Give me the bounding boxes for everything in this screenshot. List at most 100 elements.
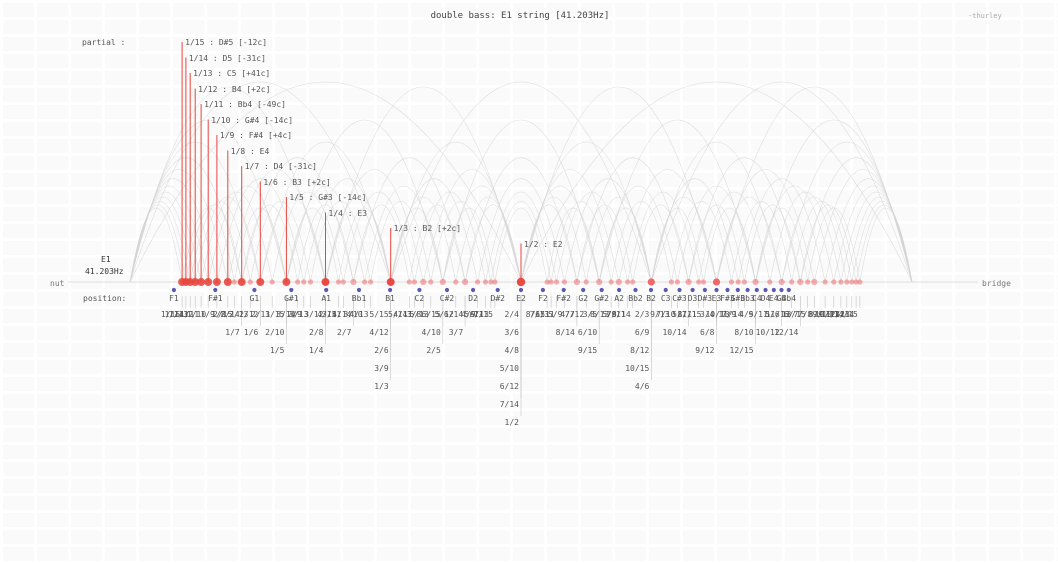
note-position-label: Bb4 [781,294,797,303]
harmonic-arc [731,200,792,283]
ratio-label: 9/12 [695,346,715,355]
node-dot [700,279,707,285]
ratio-label: 1/7 [225,328,240,337]
harmonic-arc [688,157,801,283]
ratio-label: 11/13 [765,310,790,319]
ratio-label: 12/13 [825,310,850,319]
note-position-label: C4 [752,294,762,303]
ratio-label: 1/4 [309,346,324,355]
ratio-label: 8/11 [677,310,697,319]
ratio-label: 12/15 [729,346,754,355]
ratio-label: 9/15 [577,346,598,355]
ratio-label: 10/13 [705,310,730,319]
ratio-label: 1/9 [200,310,215,319]
note-position-dot [725,287,730,293]
ratio-label: 2/4 [504,310,519,319]
harmonic-arc [671,200,732,283]
ratio-label: 4/5 [739,310,754,319]
harmonic-arc [490,200,552,283]
partial-dot [212,278,221,286]
note-position-label: Bb3 [740,294,755,303]
node-dot [247,279,253,285]
ratio-label: 4/9 [461,310,476,319]
ratio-label: 2/3 [634,310,650,319]
node-dot [811,278,818,286]
note-position-label: D3 [687,294,698,303]
note-position-dot [581,287,586,293]
node-dot [838,279,844,285]
bridge-label: bridge [982,279,1011,288]
node-dot [439,278,446,286]
harmonic-arc [688,204,745,283]
ratio-label: 10/15 [625,364,650,373]
note-position-dot [633,287,638,293]
note-position-label: E3 [711,294,722,303]
ratio-label: 2/13 [229,310,249,319]
note-position-dot [745,287,750,293]
ratio-label: 1/13 [168,310,189,319]
node-dot [728,279,735,285]
note-position-label: E4 [768,294,779,303]
ratio-label: 3/9 [374,364,389,373]
note-position-dot [714,287,719,293]
note-position-label: C#3 [672,294,687,303]
harmonic-arc [477,178,565,283]
harmonic-arc [455,196,522,283]
node-dot [482,279,489,285]
harmonic-arc [576,204,633,283]
node-dot [696,279,702,285]
partial-dot [517,278,525,286]
partial-label: 1/11 : Bb4 [-49c] [204,100,286,109]
harmonic-arc [260,196,326,283]
harmonic-arc [755,208,808,283]
note-position-dot [252,287,257,293]
note-position-dot [648,287,654,293]
node-dot [428,279,434,285]
node-dot [406,279,412,285]
note-position-label: D#3 [697,294,713,303]
partial-dot [191,278,200,286]
node-dot [231,279,237,285]
partial-label: 1/4 : E3 [328,208,368,218]
note-position-label: G#2 [594,294,609,303]
partial-label: 1/6 : B3 [+2c] [263,177,331,187]
harmonic-arc [370,200,432,283]
ratio-label: 10/11 [814,310,839,319]
note-position-label: F1 [169,294,179,303]
node-dot [453,279,459,285]
ratio-label: 1/15 [160,310,181,319]
node-dot [362,279,368,285]
note-position-label: G1 [249,294,260,303]
partial-dot [386,278,395,286]
ratio-label: 11/12 [820,310,845,319]
ratio-label: 2/7 [336,328,352,337]
node-dot [411,279,417,285]
node-dot [368,279,374,285]
ratio-label: 11/15 [677,310,702,319]
harmonic-arc [189,200,251,283]
note-position-label: A2 [614,294,624,303]
harmonic-arc [576,157,689,283]
harmonic-arc [241,204,298,283]
note-position-dot [356,287,362,293]
ratio-label: 5/12 [434,310,454,319]
note-position-dot [663,287,668,293]
node-dot [475,279,481,285]
ratio-label: 5/9 [547,310,563,319]
ratio-label: 5/8 [602,310,617,319]
harmonic-arc [564,178,652,283]
node-dot [615,278,622,286]
node-dot [797,278,804,286]
harmonic-arc [744,204,801,283]
ratio-label: 8/13 [589,310,610,319]
harmonic-arc [520,81,913,283]
harmonic-arc [520,204,578,283]
note-position-dot [779,287,784,293]
node-dot [269,279,275,285]
harmonic-arc [464,204,522,283]
harmonic-arc [550,200,612,283]
node-dot [831,279,837,285]
node-dot [789,279,795,285]
ratio-label: 3/8 [406,310,422,319]
